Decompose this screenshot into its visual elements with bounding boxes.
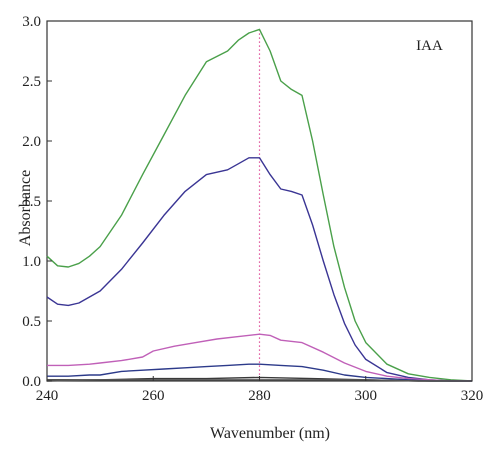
y-tick-label: 1.0 <box>22 254 41 270</box>
y-tick-label: 1.5 <box>22 194 41 210</box>
x-tick-label: 280 <box>248 388 271 404</box>
y-tick-label: 0.5 <box>22 314 41 330</box>
plot-frame <box>46 20 473 382</box>
series-line-4 <box>47 363 472 382</box>
y-axis-title: Absorbance <box>17 170 34 246</box>
series-line-3 <box>47 333 472 382</box>
series-line-2 <box>46 157 472 382</box>
labels-layer: 240 260 280 300 320 0.0 0.5 1.0 1.5 2.0 2.5 3.0 <box>22 14 483 404</box>
y-tick-label: 3.0 <box>22 14 41 30</box>
y-tick-label: 0.0 <box>22 374 41 390</box>
chart-annotation-iaa: IAA <box>416 38 443 54</box>
x-tick-label: 240 <box>36 388 59 404</box>
series-line-1 <box>46 28 473 382</box>
ticks-layer <box>46 20 473 382</box>
x-tick-label: 260 <box>142 388 165 404</box>
series-layer <box>46 28 473 382</box>
y-tick-label: 2.0 <box>22 134 41 150</box>
x-tick-label: 300 <box>355 388 378 404</box>
x-tick-label: 320 <box>461 388 484 404</box>
y-tick-label: 2.5 <box>22 74 41 90</box>
plot-border <box>46 20 473 382</box>
x-axis-title: Wavenumber (nm) <box>210 425 330 442</box>
